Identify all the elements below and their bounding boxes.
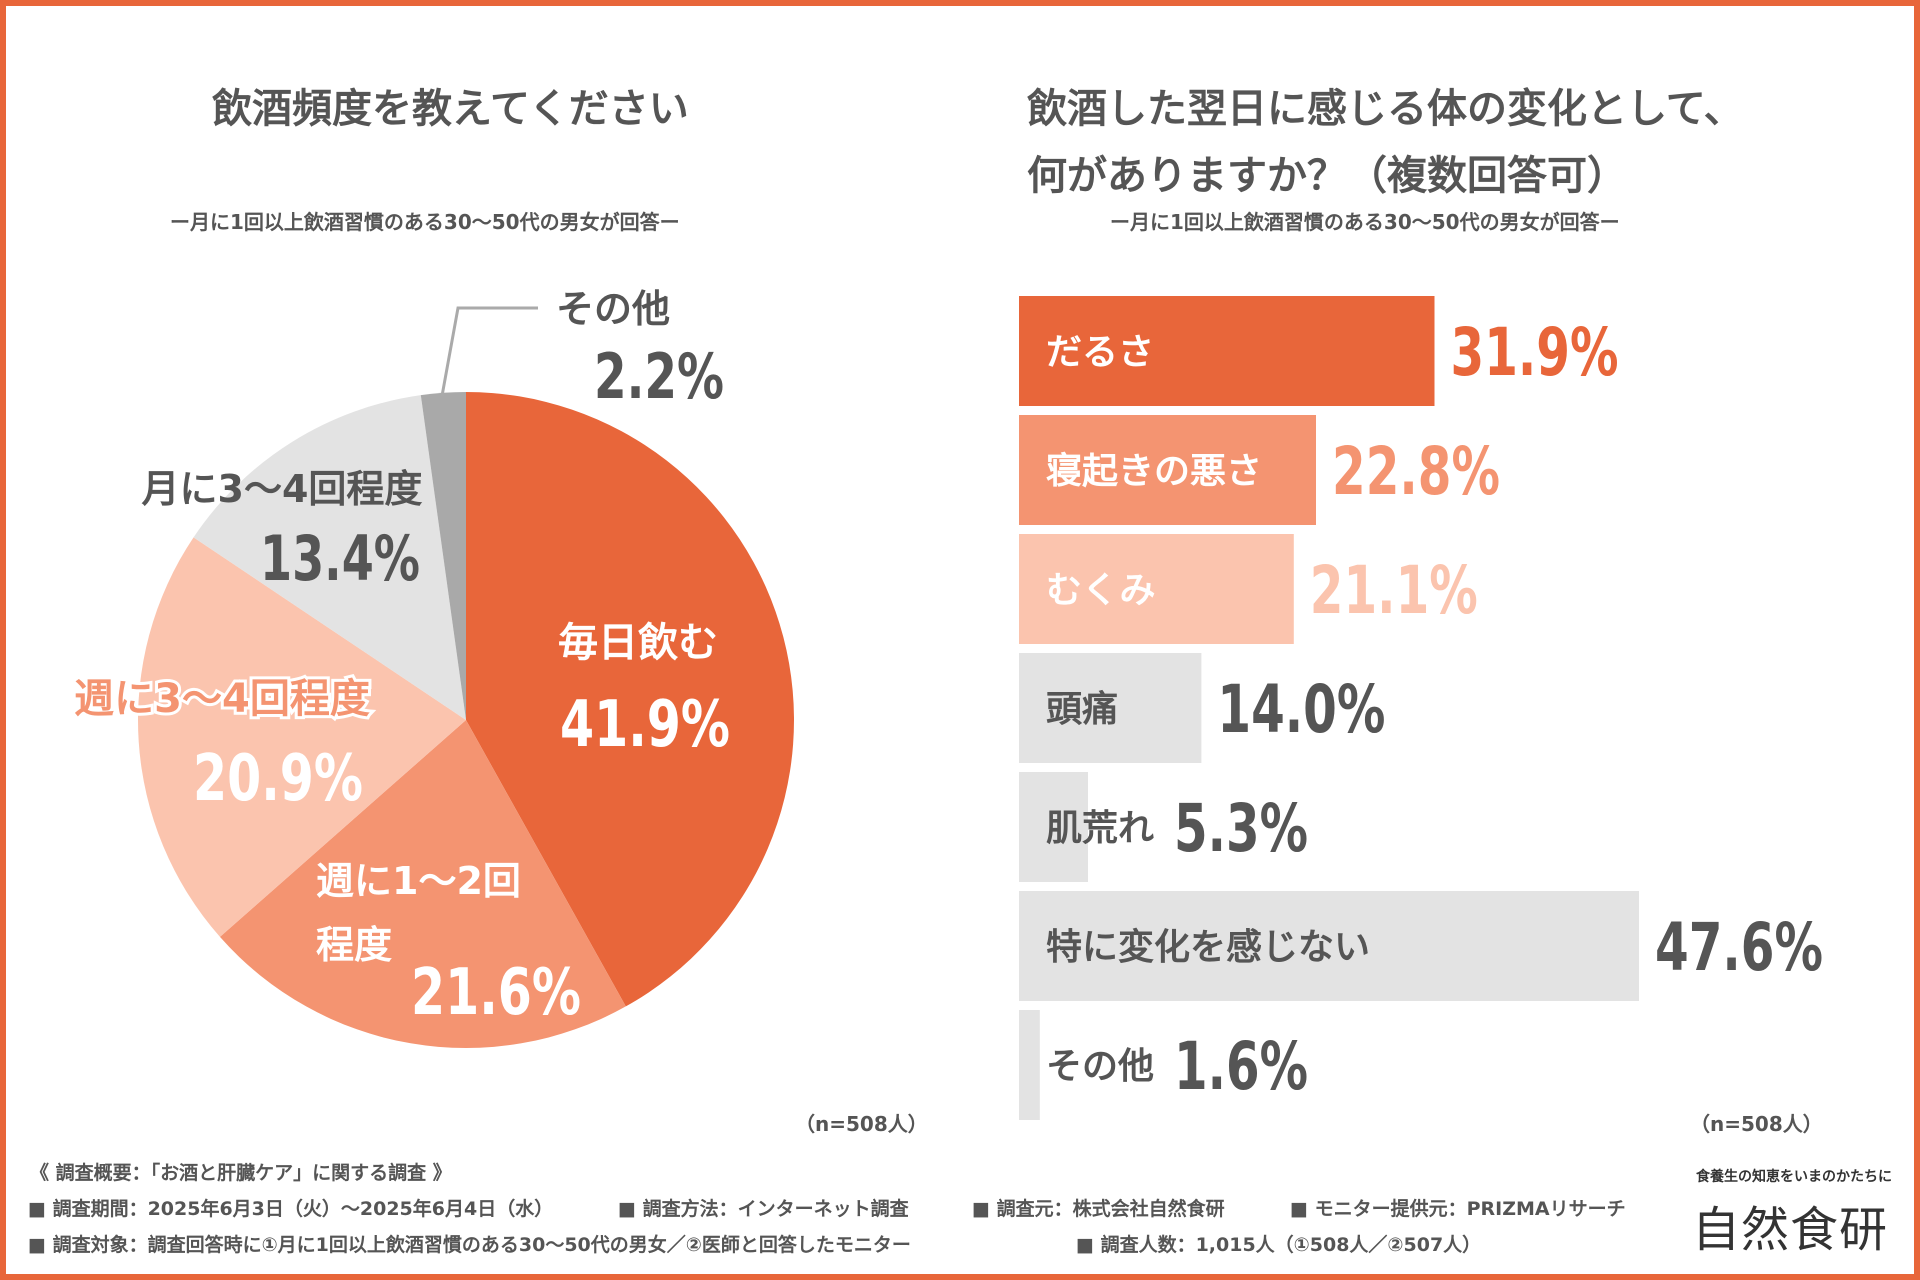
pie-label-3: 月に3〜4回程度 xyxy=(142,467,423,511)
bar-label-0: だるさ xyxy=(1046,332,1154,373)
bar-value-0: 31.9% xyxy=(1451,314,1619,391)
bar-title-line1: 飲酒した翌日に感じる体の変化として、 xyxy=(1027,86,1744,132)
bar-5 xyxy=(1019,891,1639,1001)
pie-value-4: 2.2% xyxy=(594,340,724,413)
footer-period: ■ 調査期間：2025年6月3日（火）〜2025年6月4日（水） xyxy=(28,1198,554,1220)
bar-subtitle: ー月に1回以上飲酒習慣のある30〜50代の男女が回答ー xyxy=(1110,210,1620,234)
footer-method: ■ 調査方法：インターネット調査 xyxy=(618,1198,909,1220)
pie-slice-3 xyxy=(193,395,466,720)
bar-value-1: 22.8% xyxy=(1332,433,1500,510)
bar-value-5: 47.6% xyxy=(1655,909,1823,986)
bar-label-5: 特に変化を感じない xyxy=(1046,926,1370,968)
bar-label-2: むくみ xyxy=(1046,570,1155,611)
footer-count: ■ 調査人数：1,015人（①508人／②507人） xyxy=(1076,1234,1482,1256)
pie-slice-1 xyxy=(219,720,626,1049)
bar-6 xyxy=(1019,1010,1040,1120)
pie-subtitle: ー月に1回以上飲酒習慣のある30〜50代の男女が回答ー xyxy=(170,210,680,234)
pie-slice-2 xyxy=(137,537,466,937)
pie-value-1: 21.6% xyxy=(411,956,581,1030)
pie-label-1a: 週に1〜2回 xyxy=(316,859,521,903)
pie-label-1b: 程度 xyxy=(316,923,392,967)
pie-label-2: 週に3〜4回程度 xyxy=(74,676,370,722)
footer-overview: 《 調査概要：「お酒と肝臓ケア」に関する調査 》 xyxy=(30,1162,452,1184)
pie-slice-4 xyxy=(420,392,466,720)
bar-4 xyxy=(1019,772,1088,882)
bar-n-note: （n=508人） xyxy=(1690,1112,1823,1136)
bar-3 xyxy=(1019,653,1202,763)
bar-value-4: 5.3% xyxy=(1174,790,1308,867)
bar-2 xyxy=(1019,534,1294,644)
bar-value-2: 21.1% xyxy=(1310,552,1478,629)
bar-label-6: その他 xyxy=(1046,1046,1154,1087)
bar-value-6: 1.6% xyxy=(1174,1028,1308,1105)
pie-label-0: 毎日飲む xyxy=(558,620,718,666)
bar-1 xyxy=(1019,415,1316,525)
brand-logo: 自然食研 xyxy=(1692,1202,1889,1258)
brand-tagline: 食養生の知恵をいまのかたちに xyxy=(1696,1169,1892,1185)
pie-n-note: （n=508人） xyxy=(795,1112,928,1136)
footer-source: ■ 調査元：株式会社自然食研 xyxy=(972,1198,1225,1220)
bar-label-3: 頭痛 xyxy=(1046,689,1118,730)
pie-leader-line xyxy=(440,306,538,397)
pie-value-3: 13.4% xyxy=(260,522,420,595)
footer-monitor: ■ モニター提供元：PRIZMAリサーチ xyxy=(1290,1198,1626,1220)
bar-label-4: 肌荒れ xyxy=(1046,808,1154,849)
bar-0 xyxy=(1019,296,1435,406)
pie-title: 飲酒頻度を教えてください xyxy=(212,86,689,132)
pie-slice-0 xyxy=(466,392,795,1007)
bar-title-line2: 何がありますか？（複数回答可） xyxy=(1027,153,1627,199)
pie-value-0: 41.9% xyxy=(560,688,730,762)
footer-target: ■ 調査対象：調査回答時に①月に1回以上飲酒習慣のある30〜50代の男女／②医師… xyxy=(28,1234,911,1256)
pie-label-4: その他 xyxy=(556,287,670,331)
bar-label-1: 寝起きの悪さ xyxy=(1046,450,1262,492)
pie-value-2: 20.9% xyxy=(193,742,363,816)
bar-value-3: 14.0% xyxy=(1217,671,1385,748)
